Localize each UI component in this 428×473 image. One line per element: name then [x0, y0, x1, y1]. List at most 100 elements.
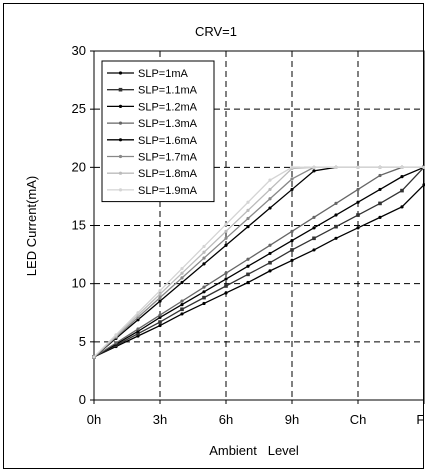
legend-marker [118, 154, 123, 159]
legend-marker [118, 87, 123, 92]
data-point [246, 280, 250, 285]
data-point [180, 276, 184, 280]
data-point [246, 264, 250, 268]
data-point [202, 295, 206, 300]
y-tick-label: 20 [72, 159, 86, 174]
data-point [312, 236, 316, 241]
data-point [334, 165, 338, 169]
data-point [378, 215, 382, 219]
data-point [378, 201, 382, 206]
x-tick-label: Fh [416, 412, 425, 427]
y-tick-label: 25 [72, 101, 86, 116]
data-point [180, 303, 184, 307]
data-point [400, 188, 404, 193]
data-point [290, 258, 294, 262]
data-point [334, 201, 338, 205]
legend-label: SLP=1.1mA [138, 85, 198, 97]
data-point [224, 284, 228, 288]
data-point [224, 243, 228, 247]
y-tick-label: 10 [72, 276, 86, 291]
x-tick-label: 0h [87, 412, 101, 427]
data-point [268, 187, 272, 192]
series-line [93, 184, 425, 358]
data-point [158, 292, 162, 296]
y-tick-label: 0 [79, 392, 86, 407]
data-point [356, 187, 360, 192]
data-point [268, 178, 272, 182]
data-point [356, 200, 360, 204]
data-point [114, 333, 118, 337]
data-point [158, 299, 162, 303]
data-point [246, 272, 250, 277]
y-tick-label: 5 [79, 334, 86, 349]
data-point [334, 213, 338, 217]
data-point [246, 225, 250, 229]
data-point [224, 291, 228, 295]
x-tick-label: 9h [285, 412, 299, 427]
data-point [334, 224, 338, 229]
data-point [136, 329, 140, 333]
x-tick-label: 3h [153, 412, 167, 427]
data-point [202, 244, 206, 249]
series-line [93, 166, 425, 358]
data-point [224, 222, 228, 226]
data-point [268, 243, 272, 247]
chart-title: CRV=1 [195, 24, 237, 39]
legend-box [101, 60, 215, 203]
data-point [400, 205, 404, 209]
data-point [246, 216, 250, 221]
data-point [158, 296, 162, 300]
data-point [268, 206, 272, 210]
data-point [312, 169, 316, 173]
x-axis: 0h 3h 6h 9h Ch Fh [87, 400, 425, 427]
legend-marker [118, 171, 123, 175]
legend-label: SLP=1.3mA [138, 118, 198, 130]
data-point [246, 257, 250, 261]
data-point [158, 289, 162, 293]
data-point [422, 183, 425, 187]
data-point [378, 165, 382, 169]
data-point [202, 250, 206, 254]
data-point [400, 175, 404, 179]
legend-marker [118, 138, 123, 142]
data-point [290, 165, 294, 169]
data-point [422, 165, 425, 169]
data-point [356, 226, 360, 230]
data-point [202, 290, 206, 294]
data-point [180, 266, 184, 271]
data-point [180, 312, 184, 316]
y-tick-label: 30 [72, 43, 86, 58]
data-point [180, 307, 184, 312]
data-point [158, 323, 162, 328]
data-point [268, 251, 272, 256]
legend-label: SLP=1.8mA [138, 168, 198, 180]
data-point [180, 299, 184, 303]
data-point [268, 260, 272, 265]
data-point [378, 187, 382, 192]
legend-marker [118, 121, 123, 125]
data-point [136, 327, 140, 331]
legend-label: SLP=1.7mA [138, 152, 198, 164]
data-point [400, 165, 404, 169]
data-point [290, 239, 294, 243]
series-line [93, 166, 424, 358]
legend-label: SLP=1.2mA [138, 101, 198, 113]
data-point [246, 200, 250, 204]
y-tick-label: 15 [72, 218, 86, 233]
y-axis-label: LED Current(mA) [24, 176, 39, 276]
data-point [136, 311, 140, 315]
data-point [224, 277, 228, 281]
legend-label: SLP=1.9mA [138, 185, 198, 197]
data-point [312, 215, 316, 219]
data-point [334, 236, 338, 240]
x-tick-label: Ch [350, 412, 367, 427]
legend: SLP=1mA SLP=1.1mA SLP=1.2mA SLP=1.3mA SLP=1.… [101, 60, 215, 203]
data-point [158, 313, 162, 317]
data-point [224, 271, 228, 275]
data-point [180, 271, 184, 275]
data-point [290, 248, 294, 252]
x-axis-label: Ambient Level [209, 443, 299, 458]
data-point [202, 256, 206, 260]
